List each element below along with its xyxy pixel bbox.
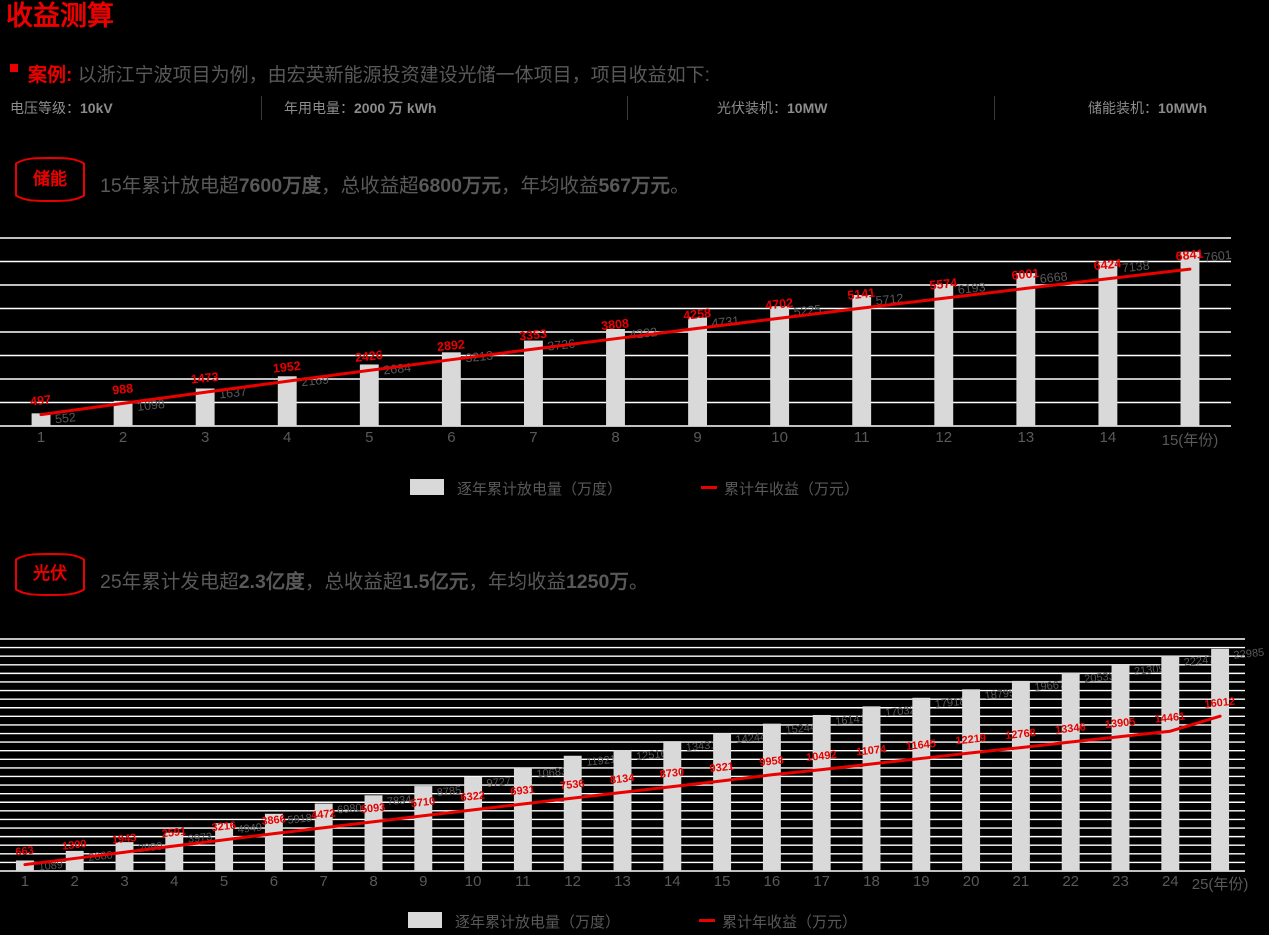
svg-text:10492: 10492	[806, 749, 838, 764]
svg-text:17032: 17032	[885, 704, 917, 719]
svg-text:6980: 6980	[337, 802, 363, 816]
svg-text:1952: 1952	[272, 359, 301, 376]
svg-text:6322: 6322	[460, 790, 486, 804]
svg-text:663: 663	[15, 845, 35, 859]
svg-text:1473: 1473	[190, 370, 219, 387]
svg-text:4702: 4702	[765, 296, 794, 313]
svg-text:13431: 13431	[685, 739, 717, 754]
svg-text:11074: 11074	[856, 743, 888, 758]
svg-text:8730: 8730	[659, 766, 685, 780]
svg-text:988: 988	[112, 381, 134, 397]
svg-text:2591: 2591	[161, 826, 187, 840]
svg-text:4731: 4731	[711, 314, 740, 331]
svg-text:12219: 12219	[955, 732, 987, 747]
svg-text:16141: 16141	[835, 713, 867, 728]
svg-text:光伏: 光伏	[32, 563, 67, 583]
svg-text:14461: 14461	[1154, 711, 1186, 726]
svg-text:6424: 6424	[1093, 256, 1122, 273]
svg-text:5141: 5141	[847, 286, 876, 303]
svg-text:18795: 18795	[984, 687, 1016, 702]
svg-text:12516: 12516	[636, 748, 668, 763]
svg-text:22985: 22985	[1233, 647, 1265, 662]
svg-text:1300: 1300	[62, 838, 88, 852]
svg-text:7536: 7536	[560, 778, 586, 792]
svg-text:11921: 11921	[586, 754, 617, 769]
svg-text:21309: 21309	[1134, 663, 1166, 678]
svg-text:10683: 10683	[536, 766, 568, 781]
svg-text:9321: 9321	[709, 761, 735, 775]
svg-text:12768: 12768	[1005, 727, 1037, 742]
svg-text:9727: 9727	[486, 775, 512, 789]
svg-text:4258: 4258	[683, 306, 712, 323]
svg-text:3866: 3866	[261, 813, 287, 827]
svg-text:22247: 22247	[1183, 654, 1215, 669]
svg-text:6931: 6931	[510, 784, 536, 798]
svg-text:5710: 5710	[410, 796, 436, 810]
svg-text:497: 497	[30, 393, 52, 409]
svg-text:3353: 3353	[518, 327, 547, 344]
svg-text:19667: 19667	[1034, 679, 1066, 694]
svg-text:5574: 5574	[929, 276, 958, 293]
svg-text:5918: 5918	[287, 812, 313, 826]
svg-text:7601: 7601	[1203, 248, 1232, 265]
svg-text:储能: 储能	[33, 169, 67, 189]
svg-text:3216: 3216	[211, 820, 237, 834]
svg-text:20533: 20533	[1084, 670, 1116, 685]
svg-text:14244: 14244	[735, 731, 767, 746]
svg-text:2426: 2426	[354, 348, 383, 365]
svg-text:16012: 16012	[1204, 696, 1236, 711]
svg-text:7834: 7834	[387, 794, 413, 808]
svg-text:13905: 13905	[1104, 716, 1136, 731]
svg-text:6841: 6841	[1175, 247, 1204, 264]
svg-text:4472: 4472	[311, 808, 337, 822]
svg-text:5093: 5093	[360, 802, 386, 816]
svg-text:17918: 17918	[934, 696, 966, 711]
svg-text:9958: 9958	[759, 755, 785, 769]
svg-text:6001: 6001	[1011, 266, 1040, 283]
svg-text:3808: 3808	[601, 316, 630, 333]
svg-text:4949: 4949	[237, 822, 263, 836]
svg-text:2892: 2892	[436, 337, 465, 354]
svg-text:1943: 1943	[111, 832, 137, 846]
svg-text:8785: 8785	[436, 785, 462, 799]
svg-text:13346: 13346	[1055, 721, 1087, 736]
svg-text:15244: 15244	[785, 721, 817, 736]
